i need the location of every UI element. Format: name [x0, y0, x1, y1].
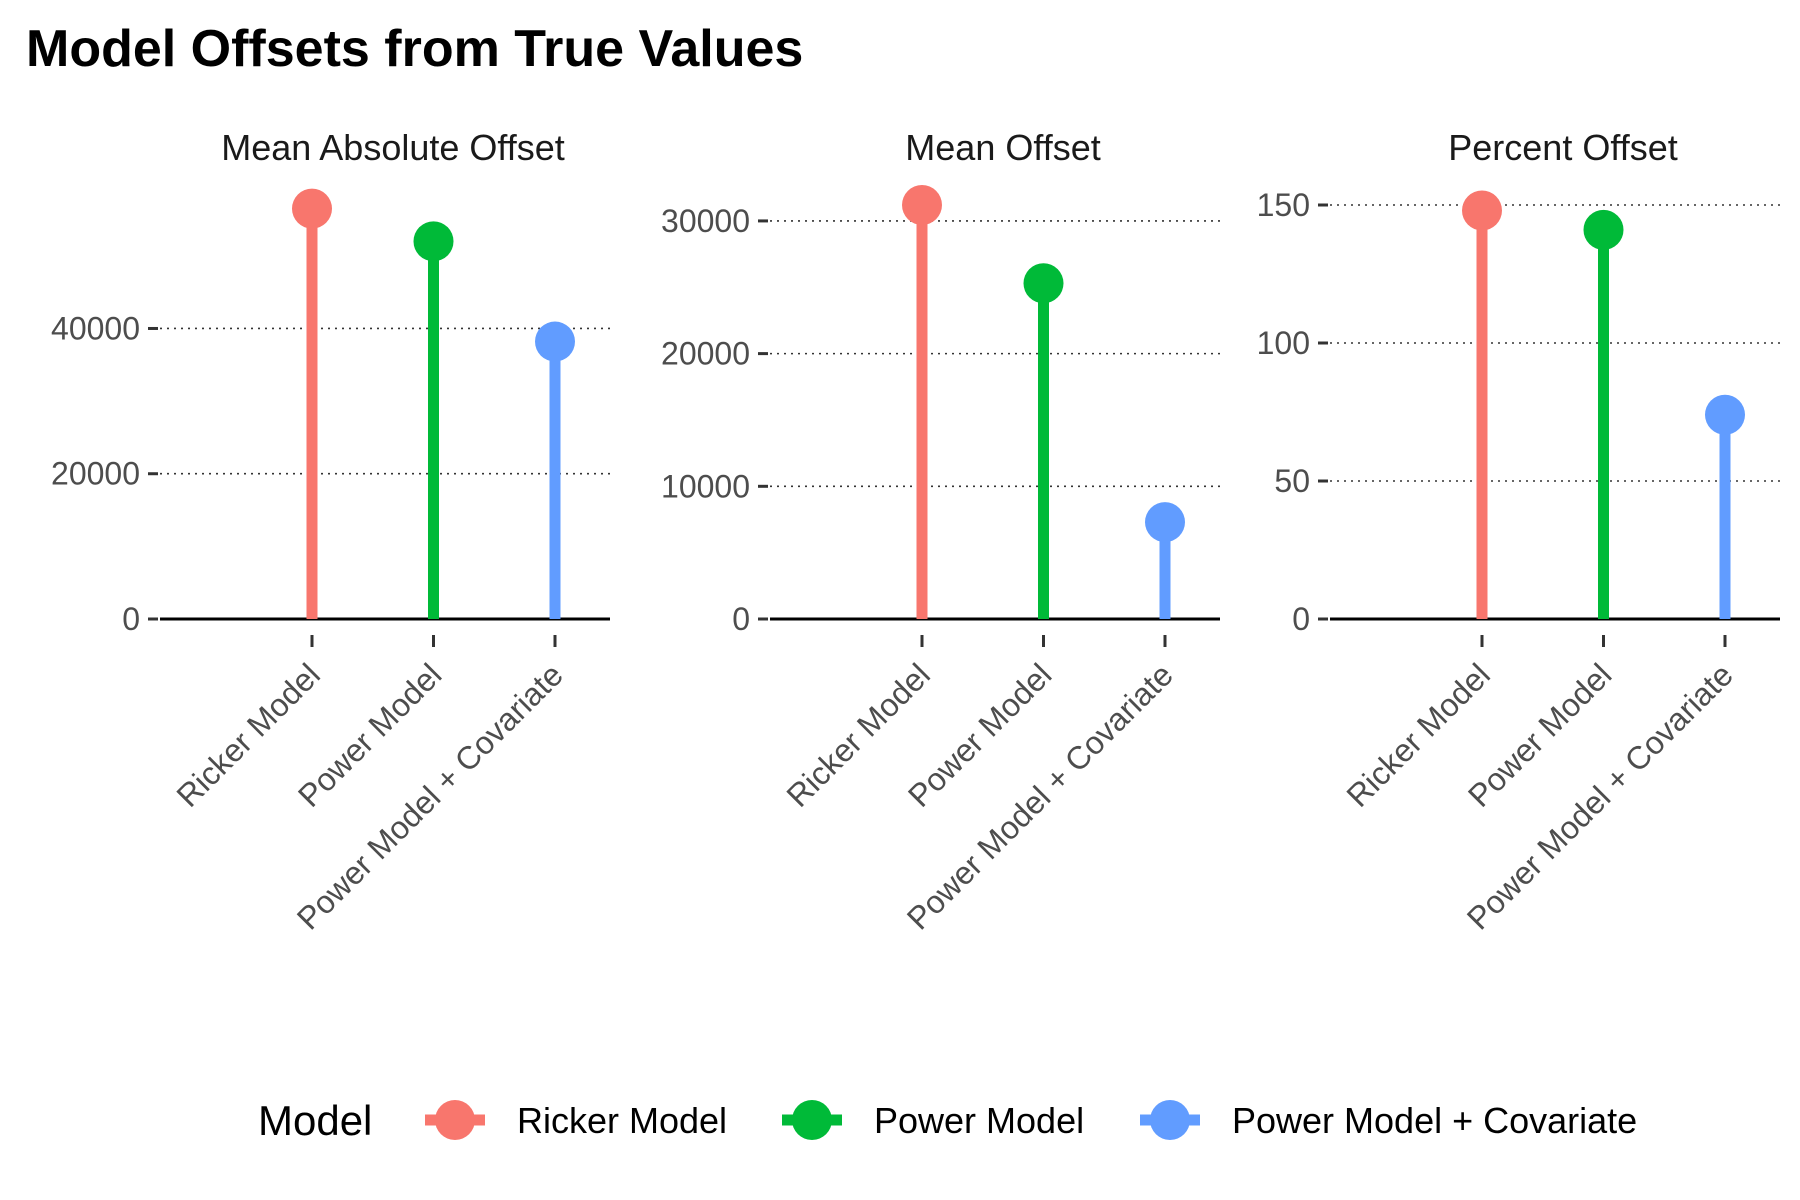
- y-tick-label: 30000: [661, 203, 750, 239]
- panel-title: Percent Offset: [1448, 127, 1677, 168]
- legend-item: Power Model: [782, 1100, 1084, 1141]
- legend-key-point: [792, 1100, 832, 1140]
- legend-key-point: [1150, 1100, 1190, 1140]
- lollipop-point: [1705, 394, 1745, 435]
- lollipop-point: [902, 185, 942, 225]
- lollipop-point: [1145, 502, 1185, 543]
- legend: Model Ricker Model Power Model Power Model …: [258, 1097, 1637, 1144]
- legend-label: Power Model: [874, 1100, 1084, 1141]
- y-tick-label: 20000: [661, 336, 750, 372]
- lollipop-point: [1583, 209, 1624, 250]
- panel-title: Mean Absolute Offset: [221, 127, 565, 168]
- y-tick-label: 0: [122, 601, 140, 637]
- chart-title: Model Offsets from True Values: [26, 20, 804, 78]
- y-tick-label: 40000: [51, 310, 140, 346]
- lollipop-point: [292, 188, 332, 229]
- y-tick-label: 0: [732, 601, 750, 637]
- panel-title: Mean Offset: [905, 127, 1100, 168]
- y-tick-label: 100: [1257, 325, 1310, 361]
- y-tick-label: 10000: [661, 468, 750, 504]
- legend-item: Power Model + Covariate: [1140, 1100, 1637, 1141]
- lollipop-point: [1462, 190, 1502, 231]
- legend-title: Model: [258, 1097, 372, 1144]
- legend-item: Ricker Model: [425, 1100, 727, 1141]
- lollipop-point: [535, 321, 575, 362]
- y-tick-label: 0: [1292, 601, 1310, 637]
- legend-label: Ricker Model: [517, 1100, 727, 1141]
- lollipop-point: [1023, 263, 1064, 304]
- y-tick-label: 20000: [51, 456, 140, 492]
- y-tick-label: 150: [1257, 187, 1310, 223]
- legend-key-point: [435, 1100, 475, 1140]
- y-tick-label: 50: [1274, 463, 1310, 499]
- lollipop-point: [413, 221, 454, 262]
- legend-label: Power Model + Covariate: [1232, 1100, 1637, 1141]
